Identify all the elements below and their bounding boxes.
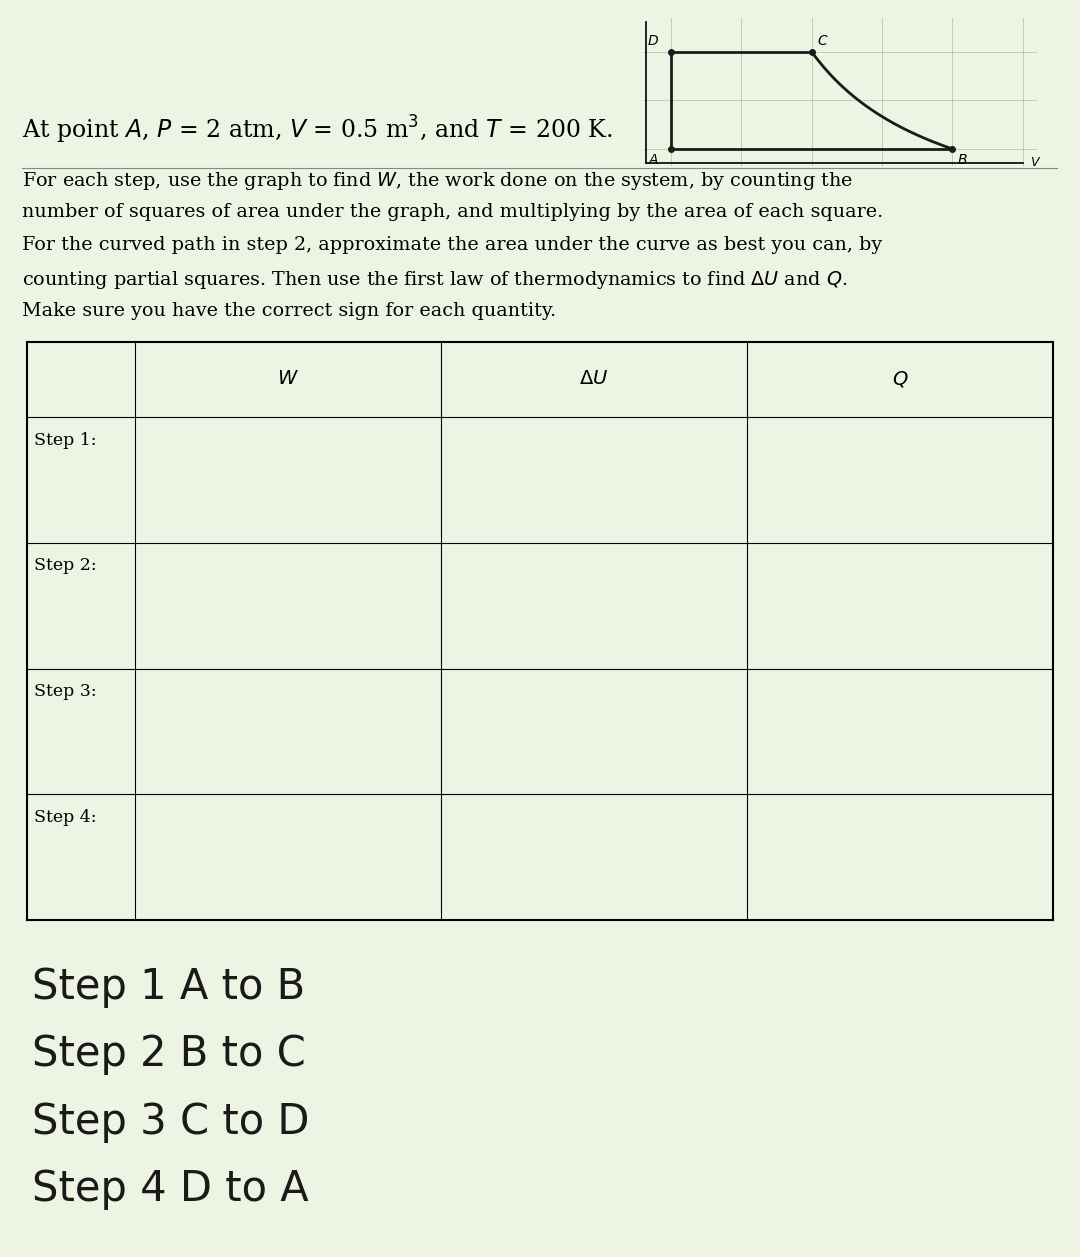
Text: $W$: $W$ [276,371,299,388]
Text: $\Delta U$: $\Delta U$ [579,371,608,388]
Text: D: D [648,34,658,48]
Text: Step 2 B to C: Step 2 B to C [32,1033,306,1076]
Text: Step 1:: Step 1: [35,431,97,449]
Text: B: B [958,153,968,167]
Text: For the curved path in step 2, approximate the area under the curve as best you : For the curved path in step 2, approxima… [22,236,881,254]
Text: For each step, use the graph to find $W$, the work done on the system, by counti: For each step, use the graph to find $W$… [22,170,852,192]
Text: A: A [649,153,658,167]
Text: $Q$: $Q$ [892,370,908,390]
Text: counting partial squares. Then use the first law of thermodynamics to find $\Del: counting partial squares. Then use the f… [22,269,847,290]
Text: At point $\it{A}$, $P$ = 2 atm, $V$ = 0.5 m$^3$, and $T$ = 200 K.: At point $\it{A}$, $P$ = 2 atm, $V$ = 0.… [22,113,612,146]
Text: Step 1 A to B: Step 1 A to B [32,965,306,1008]
Text: C: C [818,34,827,48]
Text: Make sure you have the correct sign for each quantity.: Make sure you have the correct sign for … [22,302,556,321]
Text: Step 4:: Step 4: [35,808,97,826]
Text: Step 3:: Step 3: [35,683,97,700]
Text: Step 2:: Step 2: [35,557,97,574]
Text: number of squares of area under the graph, and multiplying by the area of each s: number of squares of area under the grap… [22,202,882,221]
Text: V: V [1029,156,1038,168]
Text: Step 4 D to A: Step 4 D to A [32,1169,309,1210]
Text: Step 3 C to D: Step 3 C to D [32,1101,310,1143]
